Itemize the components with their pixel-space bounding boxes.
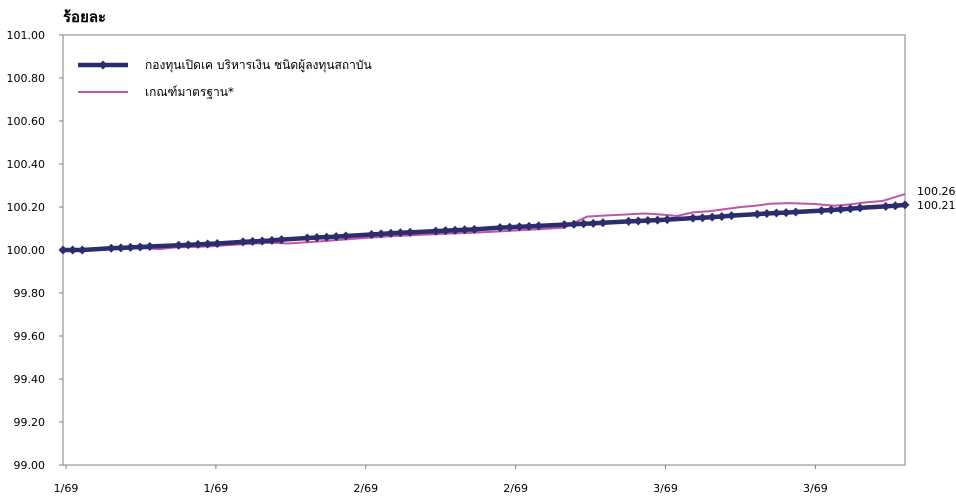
fund-data-point	[836, 204, 846, 214]
legend-label-fund: กองทุนเปิดเค บริหารเงิน ชนิดผู้ลงทุนสถาบ…	[145, 58, 372, 73]
fund-data-point	[762, 208, 772, 218]
fund-data-point	[302, 233, 312, 243]
y-tick-label: 100.00	[7, 244, 46, 257]
fund-data-point	[816, 206, 826, 216]
fund-data-point	[77, 245, 87, 255]
fund-data-point	[514, 222, 524, 232]
fund-data-point	[331, 232, 341, 242]
fund-data-point	[145, 242, 155, 252]
fund-data-point	[469, 224, 479, 234]
fund-data-point	[183, 240, 193, 250]
fund-data-point	[781, 208, 791, 218]
fund-data-point	[376, 229, 386, 239]
fund-data-point	[588, 218, 598, 228]
fund-data-point	[559, 220, 569, 230]
fund-data-point	[312, 233, 322, 243]
fund-data-point	[881, 201, 891, 211]
fund-data-point	[726, 211, 736, 221]
legend-label-benchmark: เกณฑ์มาตรฐาน*	[145, 85, 234, 99]
fund-data-point	[203, 239, 213, 249]
fund-data-point	[890, 201, 900, 211]
fund-data-point	[212, 239, 222, 249]
fund-data-point	[524, 221, 534, 231]
x-tick-label: 3/69	[653, 482, 678, 495]
fund-data-point	[662, 215, 672, 225]
fund-data-point	[579, 219, 589, 229]
y-tick-label: 100.40	[7, 158, 46, 171]
fund-data-point	[68, 245, 78, 255]
fund-data-point	[855, 203, 865, 213]
fund-data-point	[752, 209, 762, 219]
fund-data-point	[386, 228, 396, 238]
fund-data-point	[534, 221, 544, 231]
fund-data-point	[826, 205, 836, 215]
fund-data-point	[238, 237, 248, 247]
fund-data-point	[698, 213, 708, 223]
fund-data-point	[653, 215, 663, 225]
fund-data-point	[395, 228, 405, 238]
fund-data-point	[598, 218, 608, 228]
fund-data-point	[569, 219, 579, 229]
x-tick-label: 2/69	[353, 482, 378, 495]
fund-data-point	[174, 240, 184, 250]
fund-data-point	[125, 242, 135, 252]
fund-data-point	[193, 239, 203, 249]
fund-data-point	[367, 230, 377, 240]
fund-data-point	[341, 231, 351, 241]
fund-data-point	[688, 213, 698, 223]
x-tick-label: 1/69	[54, 482, 79, 495]
y-tick-label: 100.60	[7, 115, 46, 128]
y-tick-label: 99.00	[14, 459, 46, 472]
fund-data-point	[431, 226, 441, 236]
fund-data-point	[771, 208, 781, 218]
fund-data-point	[277, 235, 287, 245]
fund-data-point	[845, 204, 855, 214]
y-tick-label: 99.80	[14, 287, 46, 300]
fund-data-point	[707, 212, 717, 222]
fund-data-point	[116, 243, 126, 253]
y-tick-label: 99.60	[14, 330, 46, 343]
plot-frame	[62, 34, 906, 466]
fund-data-point	[900, 200, 910, 210]
fund-data-point	[624, 216, 634, 226]
fund-data-point	[405, 227, 415, 237]
fund-data-point	[505, 222, 515, 232]
y-tick-label: 101.00	[7, 29, 46, 42]
x-tick-label: 1/69	[204, 482, 229, 495]
end-label-benchmark: 100.26	[917, 185, 956, 198]
end-label-fund: 100.21	[917, 199, 956, 212]
fund-data-point	[106, 243, 116, 253]
legend-marker-fund	[98, 60, 108, 70]
fund-data-point	[717, 211, 727, 221]
x-tick-label: 3/69	[803, 482, 828, 495]
y-tick-label: 99.40	[14, 373, 46, 386]
y-tick-label: 99.20	[14, 416, 46, 429]
chart-title: ร้อยละ	[63, 8, 106, 26]
fund-data-point	[257, 236, 267, 246]
fund-data-point	[495, 223, 505, 233]
fund-data-point	[58, 245, 68, 255]
fund-data-point	[791, 207, 801, 217]
fund-data-point	[267, 235, 277, 245]
fund-data-point	[440, 226, 450, 236]
fund-data-point	[633, 216, 643, 226]
x-tick-label: 2/69	[503, 482, 528, 495]
fund-data-point	[460, 225, 470, 235]
y-tick-label: 100.80	[7, 72, 46, 85]
y-tick-label: 100.20	[7, 201, 46, 214]
fund-data-point	[643, 216, 653, 226]
fund-data-point	[450, 225, 460, 235]
fund-data-point	[135, 242, 145, 252]
fund-data-point	[248, 236, 258, 246]
fund-data-point	[322, 232, 332, 242]
